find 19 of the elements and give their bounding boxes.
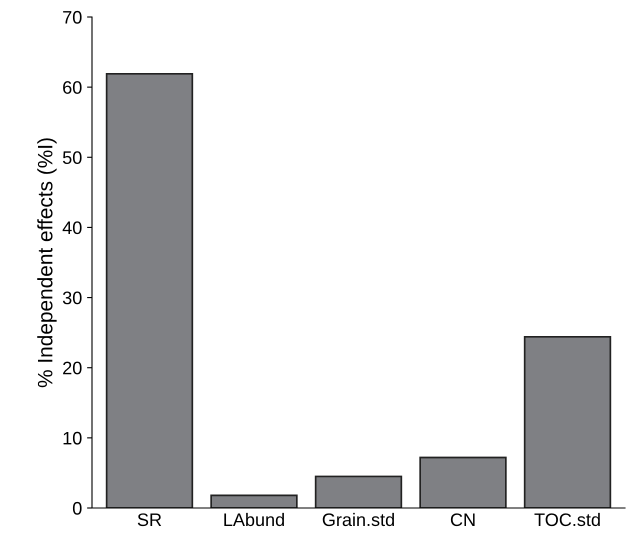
y-tick-label: 50 [62,151,82,164]
y-tick-label: 70 [63,10,82,24]
bar [210,494,298,508]
x-tick-label: TOC.std [534,512,600,526]
x-tick-label: CN [450,513,475,526]
bar [314,476,402,508]
y-tick-label: 60 [63,81,82,94]
x-tick-label: LAbund [224,512,284,526]
x-tick-label: Grain.std [322,512,394,526]
bar [524,336,612,508]
x-tick-label: SR [138,513,162,526]
y-tick-label: 10 [64,432,82,445]
y-axis-title: % Independent effects (%I) [37,138,57,388]
bar [419,456,507,508]
y-tick-label: 40 [62,221,82,234]
y-tick-label: 0 [72,502,82,515]
bar [106,72,194,508]
y-tick-label: 30 [62,292,82,304]
y-tick-label: 20 [63,362,82,374]
